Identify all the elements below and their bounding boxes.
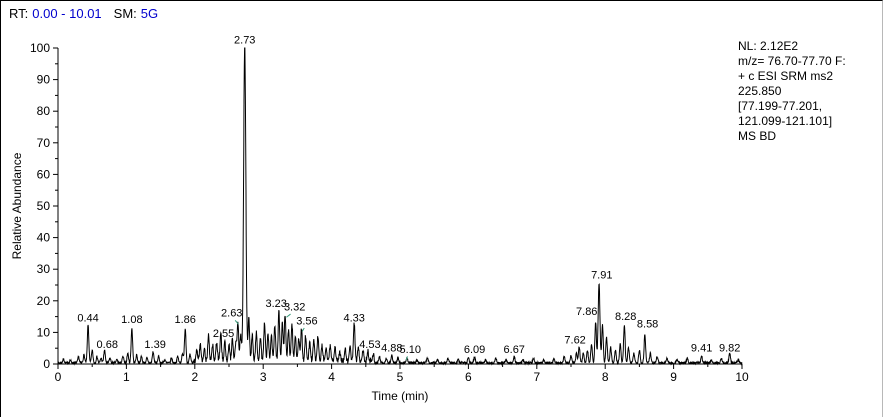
- peak-label: 8.28: [615, 311, 636, 323]
- x-tick-label: 10: [735, 370, 749, 384]
- scan-info-line: + c ESI SRM ms2: [738, 69, 834, 83]
- peak-label: 1.08: [121, 314, 142, 326]
- y-tick-label: 70: [37, 136, 51, 150]
- peak-label: 2.55: [213, 328, 234, 340]
- y-tick-label: 80: [37, 104, 51, 118]
- peak-label: 4.33: [343, 312, 364, 324]
- peak-label: 3.23: [265, 298, 286, 310]
- peak-label: 7.91: [591, 270, 612, 282]
- peak-label-connector: [301, 327, 305, 332]
- scan-info-line: [77.199-77.201,: [738, 99, 823, 113]
- peak-label: 2.63: [221, 308, 242, 320]
- peak-label: 1.86: [175, 314, 196, 326]
- peak-label: 9.41: [691, 342, 712, 354]
- trace-path: [57, 47, 743, 366]
- y-tick-label: 20: [37, 294, 51, 308]
- peak-label: 2.73: [234, 34, 255, 46]
- x-tick-label: 9: [670, 370, 677, 384]
- peak-label-connector: [286, 313, 291, 318]
- peak-label: 9.82: [719, 342, 740, 354]
- scan-info-line: NL: 2.12E2: [738, 39, 799, 53]
- y-tick-label: 90: [37, 73, 51, 87]
- rt-range-value: 0.00 - 10.01: [32, 6, 102, 21]
- y-axis-title: Relative Abundance: [10, 152, 24, 259]
- peak-label: 6.67: [504, 344, 525, 356]
- x-tick-label: 2: [191, 370, 198, 384]
- sm-value: 5G: [140, 6, 159, 21]
- sm-label: SM:: [113, 6, 137, 21]
- peak-label: 7.86: [576, 306, 597, 318]
- y-tick-label: 30: [37, 262, 51, 276]
- peak-label: 0.44: [77, 312, 98, 324]
- peak-label-connector: [405, 356, 408, 361]
- peak-label: 6.09: [464, 344, 485, 356]
- x-tick-label: 3: [260, 370, 267, 384]
- scan-info-line: m/z= 76.70-77.70 F:: [738, 54, 846, 68]
- y-tick-label: 10: [37, 325, 51, 339]
- scan-info-panel: NL: 2.12E2 m/z= 76.70-77.70 F: + c ESI SRM…: [738, 39, 880, 144]
- y-tick-label: 0: [43, 357, 50, 371]
- peak-label: 3.32: [284, 301, 305, 313]
- chromatogram-header: RT: 0.00 - 10.01 SM: 5G: [9, 6, 162, 21]
- peak-label: 8.58: [637, 319, 658, 331]
- peak-label: 4.53: [359, 339, 380, 351]
- scan-info-line: MS BD: [738, 129, 777, 143]
- peak-label: 7.62: [564, 334, 585, 346]
- peak-label: 5.10: [400, 344, 421, 356]
- x-tick-label: 8: [602, 370, 609, 384]
- x-tick-label: 1: [123, 370, 130, 384]
- peak-label-connector: [234, 320, 239, 325]
- x-axis-title: Time (min): [372, 389, 429, 403]
- y-tick-label: 40: [37, 231, 51, 245]
- peak-label: 3.56: [296, 316, 317, 328]
- peak-label: 0.68: [97, 339, 118, 351]
- x-tick-label: 0: [55, 370, 62, 384]
- y-tick-label: 100: [30, 41, 50, 55]
- x-tick-label: 6: [465, 370, 472, 384]
- peak-label: 1.39: [144, 339, 165, 351]
- x-tick-label: 4: [328, 370, 335, 384]
- y-tick-label: 60: [37, 167, 51, 181]
- rt-label: RT:: [9, 6, 29, 21]
- scan-info-line: 121.099-121.101]: [738, 114, 833, 128]
- peak-label: 4.88: [381, 342, 402, 354]
- x-tick-label: 7: [533, 370, 540, 384]
- x-tick-label: 5: [397, 370, 404, 384]
- scan-info-line: 225.850: [738, 84, 782, 98]
- y-tick-label: 50: [37, 199, 51, 213]
